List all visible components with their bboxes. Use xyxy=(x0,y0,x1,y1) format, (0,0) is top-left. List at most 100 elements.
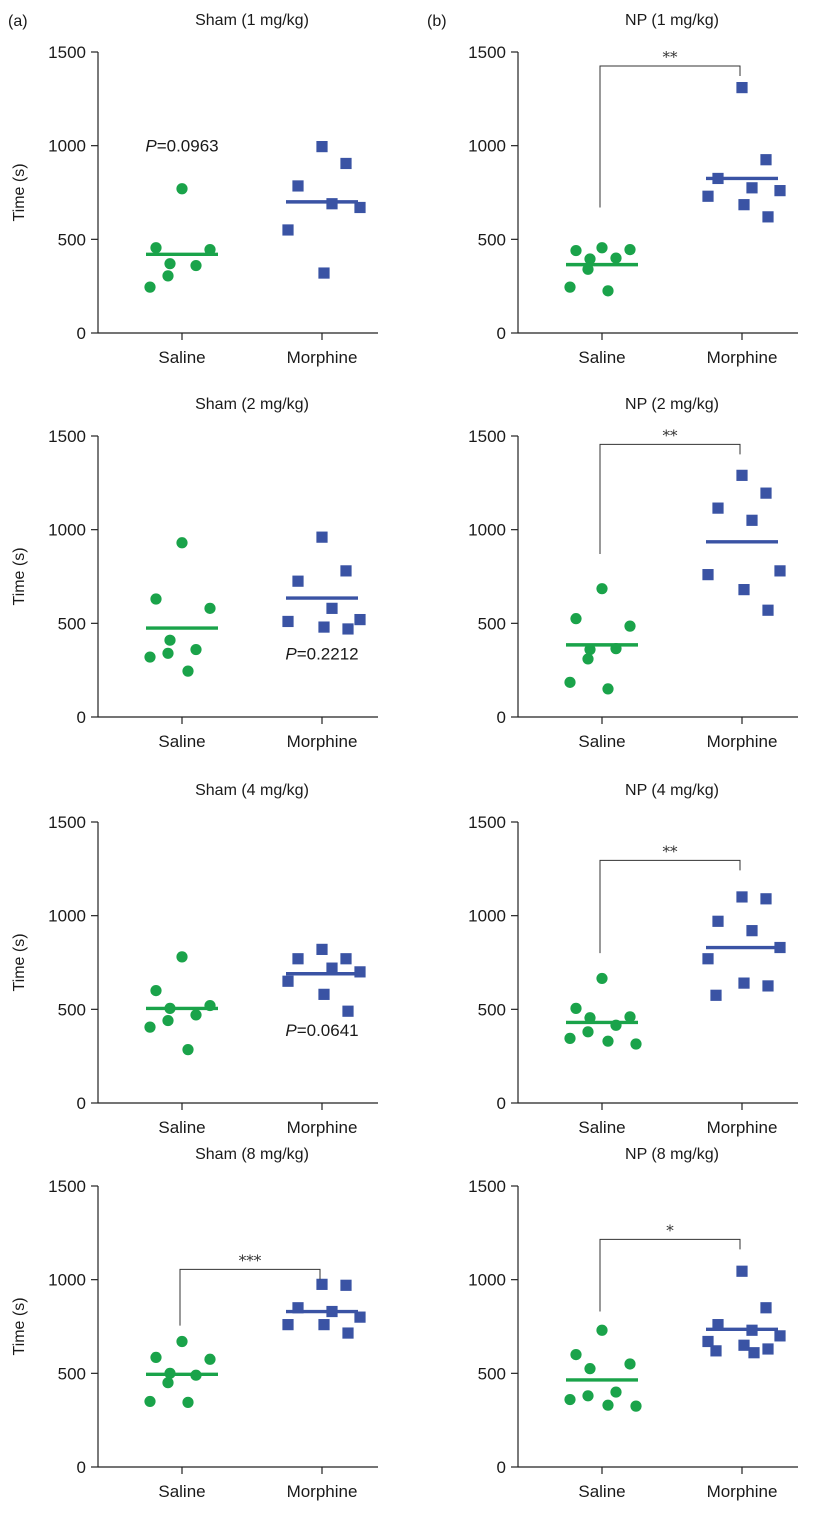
data-point-morphine xyxy=(702,1335,714,1348)
data-point-morphine xyxy=(316,141,328,153)
data-point-saline xyxy=(624,620,636,632)
data-point-morphine xyxy=(738,199,750,211)
significance-bracket xyxy=(599,1238,741,1312)
data-point-morphine xyxy=(318,988,330,1000)
y-tick-label: 500 xyxy=(478,1000,506,1019)
data-point-saline xyxy=(602,1035,614,1047)
data-point-saline xyxy=(624,244,636,256)
y-tick-label: 0 xyxy=(77,708,86,727)
data-point-saline xyxy=(584,253,596,265)
y-tick-label: 1000 xyxy=(48,1271,86,1290)
significance-stars: ** xyxy=(663,426,679,444)
data-point-saline xyxy=(564,676,576,688)
significance-bracket xyxy=(599,443,741,555)
y-tick-label: 0 xyxy=(497,708,506,727)
data-point-saline xyxy=(582,1026,594,1038)
y-tick-label: 1500 xyxy=(48,1177,86,1196)
data-point-saline xyxy=(582,1390,594,1402)
x-tick-label-morphine: Morphine xyxy=(707,1118,778,1137)
data-point-saline xyxy=(582,653,594,665)
panel-title: NP (8 mg/kg) xyxy=(625,1146,719,1163)
panel-sham-4-mg-kg: Sham (4 mg/kg) 0 500 1000 1500 Saline Morphine… xyxy=(11,782,378,1137)
data-point-saline xyxy=(204,244,216,256)
y-tick-label: 500 xyxy=(478,1364,506,1383)
data-point-saline xyxy=(182,1396,194,1408)
data-point-saline xyxy=(630,1038,642,1050)
y-tick-label: 0 xyxy=(77,1094,86,1113)
panel-sham-1-mg-kg: (a) Sham (1 mg/kg) 0 500 1000 1500 Saline Morph… xyxy=(8,12,378,367)
data-point-morphine xyxy=(316,531,328,543)
data-point-morphine xyxy=(292,180,304,192)
x-tick-label-saline: Saline xyxy=(578,1482,625,1501)
data-point-saline xyxy=(630,1400,642,1412)
data-point-saline xyxy=(164,258,176,270)
data-point-saline xyxy=(564,1032,576,1044)
data-point-saline xyxy=(584,643,596,656)
data-point-morphine xyxy=(774,941,786,954)
p-value-label: P=0.0963 xyxy=(145,137,218,156)
data-point-morphine xyxy=(736,81,748,94)
data-point-morphine xyxy=(340,157,352,170)
significance-bracket xyxy=(599,65,741,208)
y-tick-label: 1500 xyxy=(48,427,86,446)
data-point-saline xyxy=(602,285,614,297)
data-point-morphine xyxy=(762,1343,774,1355)
y-tick-label: 1000 xyxy=(468,907,506,926)
data-point-saline xyxy=(582,263,594,275)
data-point-saline xyxy=(584,1012,596,1024)
panel-sham-8-mg-kg: Sham (8 mg/kg) 0 500 1000 1500 Saline Morphine… xyxy=(11,1146,378,1501)
data-point-morphine xyxy=(318,1319,330,1331)
data-point-morphine xyxy=(736,469,748,481)
data-point-morphine xyxy=(712,502,724,514)
data-point-saline xyxy=(162,1014,174,1027)
data-point-saline xyxy=(144,281,156,293)
significance-stars: * xyxy=(666,1221,674,1239)
y-tick-label: 0 xyxy=(497,1094,506,1113)
y-tick-label: 1500 xyxy=(468,813,506,832)
data-point-morphine xyxy=(702,953,714,965)
data-point-saline xyxy=(144,1395,156,1408)
data-point-saline xyxy=(164,634,176,646)
y-tick-label: 0 xyxy=(497,1458,506,1477)
y-tick-label: 500 xyxy=(58,1364,86,1383)
p-value-symbol: P xyxy=(145,137,157,156)
data-point-saline xyxy=(570,1349,582,1361)
data-point-morphine xyxy=(774,1330,786,1342)
x-tick-label-morphine: Morphine xyxy=(707,348,778,367)
data-point-morphine xyxy=(318,267,330,279)
x-tick-label-morphine: Morphine xyxy=(287,1118,358,1137)
x-tick-label-morphine: Morphine xyxy=(287,732,358,751)
data-point-morphine xyxy=(762,211,774,223)
data-point-morphine xyxy=(282,975,294,987)
data-point-morphine xyxy=(342,623,354,635)
data-point-morphine xyxy=(760,487,772,499)
data-point-saline xyxy=(596,242,608,254)
data-point-saline xyxy=(570,613,582,625)
data-point-morphine xyxy=(342,1005,354,1017)
x-tick-label-saline: Saline xyxy=(158,348,205,367)
data-point-morphine xyxy=(746,925,758,937)
y-tick-label: 1000 xyxy=(48,907,86,926)
data-point-saline xyxy=(190,1009,202,1021)
data-point-saline xyxy=(190,259,202,272)
panel-np-1-mg-kg: (b) NP (1 mg/kg) 0 500 1000 1500 Saline Morphin… xyxy=(427,12,798,367)
panel-np-4-mg-kg: NP (4 mg/kg) 0 500 1000 1500 Saline Morphine ** xyxy=(468,782,798,1137)
data-point-morphine xyxy=(760,154,772,166)
panel-np-2-mg-kg: NP (2 mg/kg) 0 500 1000 1500 Saline Morphine ** xyxy=(468,396,798,751)
data-point-saline xyxy=(150,593,162,605)
data-point-saline xyxy=(584,1363,596,1375)
data-point-saline xyxy=(624,1358,636,1370)
data-point-morphine xyxy=(746,514,758,526)
data-point-saline xyxy=(162,1377,174,1389)
x-tick-label-morphine: Morphine xyxy=(707,1482,778,1501)
data-point-morphine xyxy=(712,915,724,927)
y-tick-label: 1000 xyxy=(468,137,506,156)
p-value-text: =0.0641 xyxy=(297,1021,359,1040)
data-point-morphine xyxy=(702,569,714,581)
y-axis-label: Time (s) xyxy=(11,163,28,221)
data-point-saline xyxy=(182,665,194,677)
x-tick-label-saline: Saline xyxy=(578,348,625,367)
data-point-saline xyxy=(602,1399,614,1411)
data-point-morphine xyxy=(760,1302,772,1314)
data-point-saline xyxy=(596,583,608,595)
